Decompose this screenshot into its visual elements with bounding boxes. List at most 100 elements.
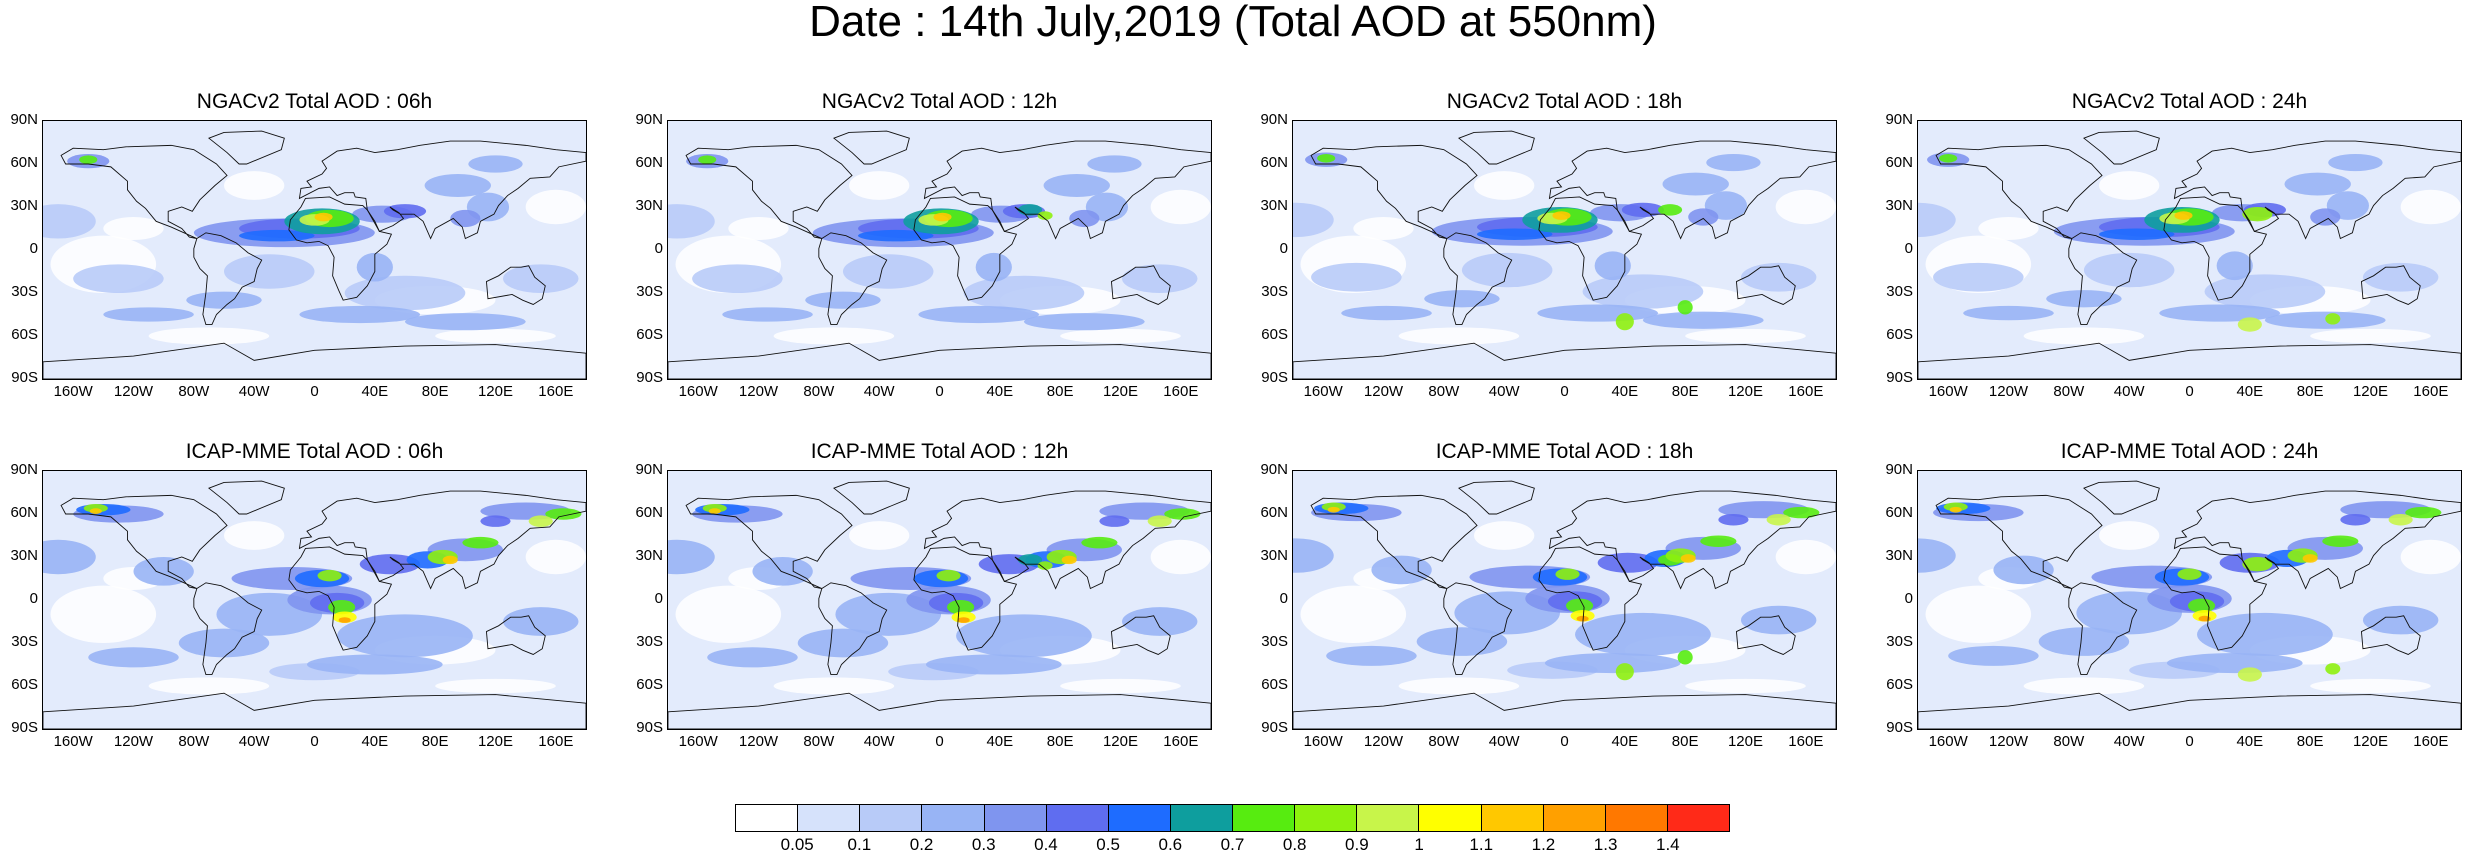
aod-plume — [1718, 514, 1749, 526]
latitude-tick-label: 60N — [10, 154, 38, 171]
latitude-tick-label: 30N — [635, 197, 663, 214]
coastline — [288, 196, 393, 301]
aod-plume — [424, 174, 491, 197]
aod-plume — [947, 600, 975, 615]
longitude-tick-label: 40W — [238, 733, 270, 750]
aod-plume — [2242, 557, 2273, 572]
longitude-tick-label: 120W — [1988, 733, 2029, 750]
aod-plume — [2046, 290, 2122, 308]
aod-plume — [1552, 211, 1571, 220]
coastline — [668, 692, 1211, 729]
map-frame — [667, 120, 1212, 380]
aod-plume — [698, 155, 717, 164]
low-aod-patch — [1060, 678, 1181, 694]
panel-title: ICAP-MME Total AOD : 24h — [2060, 440, 2319, 463]
aod-field-map — [668, 471, 1211, 729]
latitude-tick-label: 60N — [1260, 504, 1288, 521]
coastline — [1935, 144, 2103, 239]
low-aod-patch — [525, 189, 586, 225]
aod-plume — [2099, 228, 2175, 240]
aod-plume — [450, 209, 481, 228]
low-aod-patch — [2400, 189, 2461, 225]
low-aod-patch — [224, 521, 285, 550]
map-panel: ICAP-MME Total AOD : 24h — [1917, 440, 2462, 730]
low-aod-patch — [103, 217, 164, 240]
longitude-tick-label: 160W — [1303, 383, 1343, 400]
coastline — [208, 130, 285, 165]
longitude-tick-label: 160W — [53, 383, 93, 400]
longitude-tick-label: 80E — [1671, 383, 1699, 400]
aod-plume — [2187, 598, 2216, 613]
aod-plume — [2166, 653, 2303, 674]
aod-plume — [1122, 264, 1198, 293]
coastline — [2068, 232, 2138, 325]
longitude-tick-label: 80E — [1046, 733, 1074, 750]
coastline — [818, 232, 888, 325]
coastline — [2360, 615, 2421, 655]
aod-plume — [1293, 538, 1334, 573]
aod-plume — [468, 155, 523, 173]
map-frame — [1917, 120, 2462, 380]
aod-plume — [2237, 317, 2262, 332]
colorbar-swatch — [1233, 805, 1296, 831]
coastline — [1458, 480, 1535, 515]
latitude-tick-label: 60S — [1261, 326, 1288, 343]
panel-title: NGACv2 Total AOD : 24h — [2071, 90, 2308, 113]
longitude-tick-label: 160W — [1303, 733, 1343, 750]
aod-plume — [805, 291, 881, 309]
aod-plume — [1615, 313, 1634, 331]
map-frame — [1292, 120, 1837, 380]
aod-plume — [2325, 663, 2341, 675]
low-aod-patch — [1474, 521, 1535, 550]
aod-plume — [73, 264, 164, 293]
longitude-tick-label: 160E — [538, 733, 574, 750]
aod-plume — [328, 600, 356, 615]
aod-field-map — [1918, 471, 2461, 729]
aod-plume — [2159, 304, 2280, 322]
coastline — [1443, 232, 1513, 325]
aod-plume — [1948, 645, 2039, 666]
low-aod-patch — [435, 678, 556, 694]
latitude-tick-label: 30S — [636, 633, 663, 650]
aod-plume — [1963, 305, 2054, 321]
low-aod-patch — [435, 328, 556, 344]
latitude-tick-label: 90N — [635, 111, 663, 128]
coastline — [288, 546, 393, 651]
latitude-tick-label: 60N — [1260, 154, 1288, 171]
low-aod-patch — [1398, 677, 1520, 695]
colorbar-swatch — [984, 805, 1047, 831]
aod-plume — [462, 536, 499, 549]
low-aod-patch — [1353, 217, 1414, 240]
aod-plume — [1933, 262, 2024, 292]
panel-title: ICAP-MME Total AOD : 18h — [1435, 440, 1694, 463]
latitude-tick-label: 90S — [1886, 369, 1913, 386]
aod-plume — [1544, 653, 1681, 674]
coastline — [1918, 692, 2461, 729]
aod-plume — [1700, 535, 1737, 547]
longitude-tick-label: 40E — [361, 733, 389, 750]
longitude-tick-label: 120E — [2352, 383, 2389, 400]
latitude-tick-label: 60S — [1886, 676, 1913, 693]
aod-plume — [133, 557, 194, 586]
map-panel: NGACv2 Total AOD : 24h — [1917, 90, 2462, 380]
coastline — [1443, 582, 1513, 675]
latitude-tick-label: 60S — [11, 326, 38, 343]
latitude-tick-label: 90S — [1261, 719, 1288, 736]
aod-plume — [2328, 153, 2383, 172]
map-frame — [667, 470, 1212, 730]
longitude-tick-label: 40W — [1488, 733, 1520, 750]
longitude-tick-label: 80E — [2296, 733, 2324, 750]
longitude-tick-label: 80E — [1046, 383, 1074, 400]
aod-plume — [317, 569, 342, 582]
aod-plume — [1477, 228, 1553, 240]
coastline — [668, 342, 1211, 379]
low-aod-patch — [525, 539, 586, 575]
aod-plume — [2174, 211, 2193, 220]
low-aod-patch — [224, 171, 285, 200]
aod-plume — [957, 617, 970, 623]
low-aod-patch — [2023, 327, 2145, 345]
aod-plume — [668, 539, 715, 575]
longitude-tick-label: 160E — [538, 383, 574, 400]
longitude-tick-label: 80E — [2296, 383, 2324, 400]
coastline — [1918, 342, 2461, 379]
